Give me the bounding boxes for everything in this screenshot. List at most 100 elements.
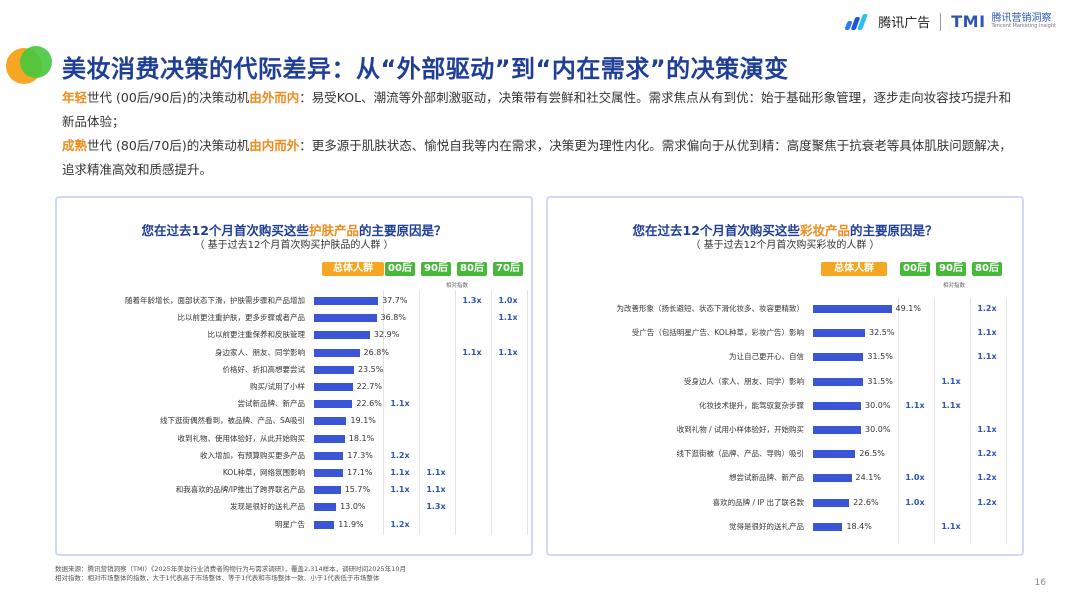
skincare-bar — [314, 365, 354, 374]
makeup-value-label: 22.6% — [853, 497, 879, 507]
skincare-category-label: 发现是很好的送礼产品 — [230, 502, 305, 512]
skincare-bar — [314, 451, 344, 460]
skincare-bar — [314, 297, 379, 305]
skincare-category-label: 比以前更注重保养和皮肤管理 — [207, 330, 306, 340]
makeup-column-divider — [934, 298, 935, 544]
skincare-value-label: 17.1% — [347, 468, 373, 477]
makeup-value-label: 26.5% — [859, 449, 885, 459]
skincare-category-label: 明星广告 — [275, 519, 305, 529]
skincare-column-divider — [491, 290, 492, 535]
description-young: 年轻世代 (00后/90后)的决策动机由外而内：易受KOL、潮流等外部刺激驱动，… — [62, 86, 1022, 134]
desc-mature-body: ：更多源于肌肤状态、愉悦自我等内在需求，决策更为理性内化。需求偏向于从优到精：高… — [62, 138, 1012, 177]
skincare-relative-index-value: 1.1x — [390, 468, 410, 477]
data-source-note: 数据来源：腾讯营销洞察（TMI）《2025年美妆行业消费者购物行为与需求调研》，… — [55, 565, 406, 573]
skincare-col-header-0: 总体人群 — [322, 262, 384, 276]
skincare-value-label: 23.5% — [357, 364, 384, 374]
skincare-value-label: 15.7% — [344, 485, 371, 495]
skincare-value-label: 17.3% — [347, 450, 373, 460]
makeup-value-label: 18.4% — [846, 521, 872, 531]
makeup-value-label: 31.5% — [867, 376, 893, 386]
makeup-relative-index-value: 1.1x — [977, 328, 997, 338]
title-decoration-icon — [6, 46, 52, 86]
makeup-col-header-0: 总体人群 — [821, 262, 887, 276]
desc-young-body: ：易受KOL、潮流等外部刺激驱动，决策带有尝鲜和社交属性。需求焦点从有到优：始于… — [62, 90, 1012, 129]
skincare-category-label: 尝试新品牌、新产品 — [237, 399, 306, 409]
skincare-title-highlight: 护肤产品 — [308, 223, 359, 238]
skincare-bar — [314, 314, 377, 323]
skincare-value-label: 11.9% — [338, 519, 364, 529]
skincare-relative-index-value: 1.2x — [390, 450, 410, 460]
desc-mature-direction: 由内而外 — [249, 138, 300, 153]
makeup-relative-index-value: 1.1x — [905, 400, 925, 410]
makeup-title-post: 的主要原因是？ — [849, 223, 938, 238]
skincare-category-label: 比以前更注重护肤，更多步骤或者产品 — [177, 313, 306, 323]
makeup-relative-index-value: 1.0x — [905, 473, 925, 483]
skincare-bar — [314, 469, 344, 477]
makeup-value-label: 31.5% — [867, 352, 893, 362]
makeup-bar — [813, 401, 861, 410]
tmi-logo-subtitle: 腾讯营销洞察 Tencent Marketing Insight — [991, 13, 1056, 30]
skincare-relative-index-value: 1.1x — [390, 485, 410, 495]
makeup-col-header-2: 90后 — [936, 262, 966, 276]
skincare-col-header-1: 00后 — [385, 262, 415, 276]
skincare-bar — [314, 348, 360, 357]
makeup-relative-index-value: 1.0x — [905, 497, 925, 507]
skincare-category-label: 线下逛街偶然看到，被品牌、产品、SA吸引 — [159, 416, 305, 426]
desc-young-direction: 由外而内 — [249, 90, 300, 105]
makeup-category-label: 为让自己更开心、自信 — [729, 352, 804, 362]
skincare-relative-index-value: 1.1x — [426, 485, 446, 495]
makeup-relative-index-value: 1.1x — [941, 376, 961, 386]
skincare-value-label: 26.8% — [363, 347, 389, 357]
makeup-value-label: 49.1% — [895, 304, 921, 313]
makeup-column-divider — [970, 298, 971, 544]
page-title: 美妆消费决策的代际差异：从“外部驱动”到“内在需求”的决策演变 — [62, 55, 789, 83]
skincare-relative-index-value: 1.1x — [498, 347, 518, 357]
makeup-relative-index-value: 1.1x — [941, 521, 961, 531]
skincare-value-label: 37.7% — [382, 296, 408, 305]
desc-young-keyword: 年轻 — [62, 90, 88, 105]
skincare-bar — [314, 520, 335, 529]
makeup-title-pre: 您在过去12个月首次购买这些 — [632, 223, 800, 238]
makeup-chart-title: 您在过去12个月首次购买这些彩妆产品的主要原因是？ — [548, 220, 1022, 239]
makeup-bar — [813, 498, 850, 507]
skincare-relative-index-value: 1.1x — [498, 313, 518, 323]
description-mature: 成熟世代 (80后/70后)的决策动机由内而外：更多源于肌肤状态、愉悦自我等内在… — [62, 134, 1022, 182]
tmi-logo-en: Tencent Marketing Insight — [991, 23, 1056, 30]
makeup-bar — [813, 329, 865, 338]
skincare-value-label: 36.8% — [380, 313, 406, 323]
skincare-bar — [314, 400, 353, 409]
makeup-column-divider — [898, 298, 899, 544]
makeup-category-label: 受身边人（家人、朋友、同学）影响 — [684, 376, 804, 386]
makeup-relative-index-label: 相对指数 — [942, 283, 965, 289]
skincare-category-label: 和我喜欢的品牌/IP推出了跨界联名产品 — [175, 485, 305, 495]
skincare-category-label: 身边家人、朋友、同学影响 — [215, 347, 305, 357]
makeup-value-label: 30.0% — [865, 400, 891, 410]
makeup-value-label: 32.5% — [869, 328, 895, 338]
tencent-ads-logo-text: 腾讯广告 — [878, 16, 931, 31]
makeup-category-label: 觉得是很好的送礼产品 — [729, 521, 804, 531]
makeup-bar — [813, 450, 856, 459]
skincare-relative-index-value: 1.1x — [462, 347, 482, 357]
makeup-bar — [813, 353, 864, 362]
skincare-col-header-2: 90后 — [421, 262, 451, 276]
skincare-value-label: 32.9% — [373, 330, 400, 340]
skincare-chart-panel: 您在过去12个月首次购买这些护肤产品的主要原因是？ （ 基于过去12个月首次购买… — [55, 196, 533, 556]
makeup-bar — [813, 305, 892, 313]
desc-mature-subject: 世代 (80后/70后)的决策动机 — [87, 138, 250, 153]
skincare-relative-index-value: 1.2x — [390, 519, 410, 529]
skincare-chart-title: 您在过去12个月首次购买这些护肤产品的主要原因是？ — [57, 220, 531, 239]
makeup-relative-index-value: 1.1x — [941, 400, 961, 410]
makeup-category-label: 受广告（包括明星广告、KOL种草，彩妆广告）影响 — [631, 328, 804, 338]
makeup-bar — [813, 474, 852, 483]
makeup-col-header-3: 80后 — [972, 262, 1002, 276]
skincare-bar — [314, 486, 341, 495]
skincare-column-divider — [383, 290, 384, 535]
skincare-value-label: 13.0% — [340, 502, 366, 512]
makeup-relative-index-value: 1.2x — [977, 304, 997, 313]
skincare-value-label: 22.7% — [356, 382, 382, 391]
skincare-value-label: 22.6% — [356, 399, 382, 409]
skincare-bar — [314, 503, 337, 512]
skincare-col-header-3: 80后 — [457, 262, 487, 276]
skincare-category-label: 价格好、折扣高想要尝试 — [222, 364, 306, 374]
skincare-category-label: 随着年龄增长，面部状态下滑，护肤需步骤和产品增加 — [125, 296, 305, 305]
